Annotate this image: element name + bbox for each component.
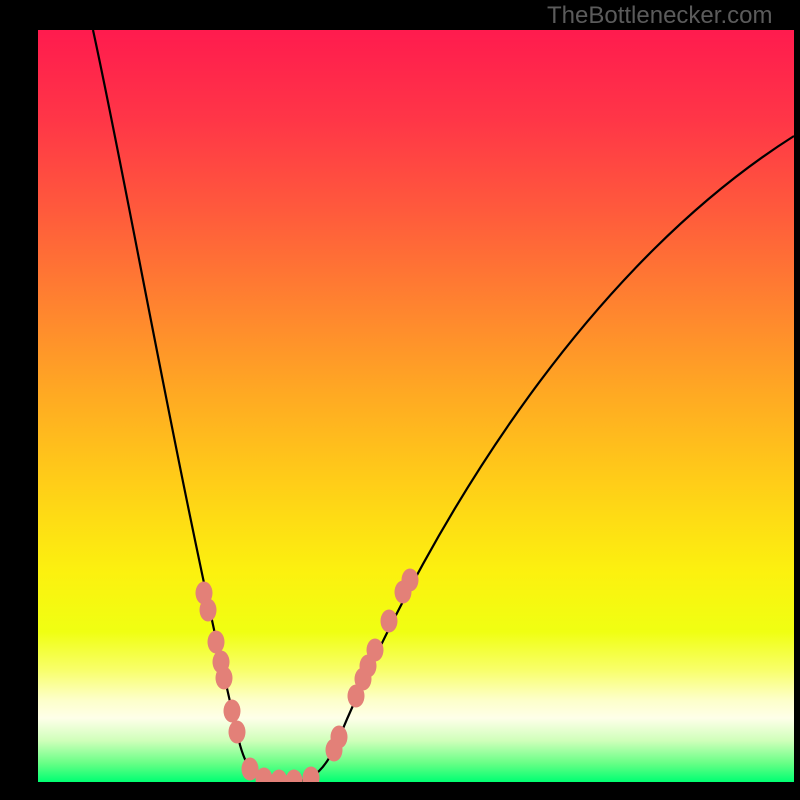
data-dot xyxy=(208,631,225,654)
data-dot xyxy=(402,569,419,592)
data-dot xyxy=(229,721,246,744)
plot-area xyxy=(38,30,794,782)
data-dot xyxy=(331,726,348,749)
data-dot xyxy=(381,610,398,633)
data-dot xyxy=(367,639,384,662)
chart-svg xyxy=(38,30,794,782)
watermark-text: TheBottlenecker.com xyxy=(547,2,772,30)
data-dot xyxy=(200,599,217,622)
gradient-background xyxy=(38,30,794,782)
data-dot xyxy=(216,667,233,690)
data-dot xyxy=(224,700,241,723)
